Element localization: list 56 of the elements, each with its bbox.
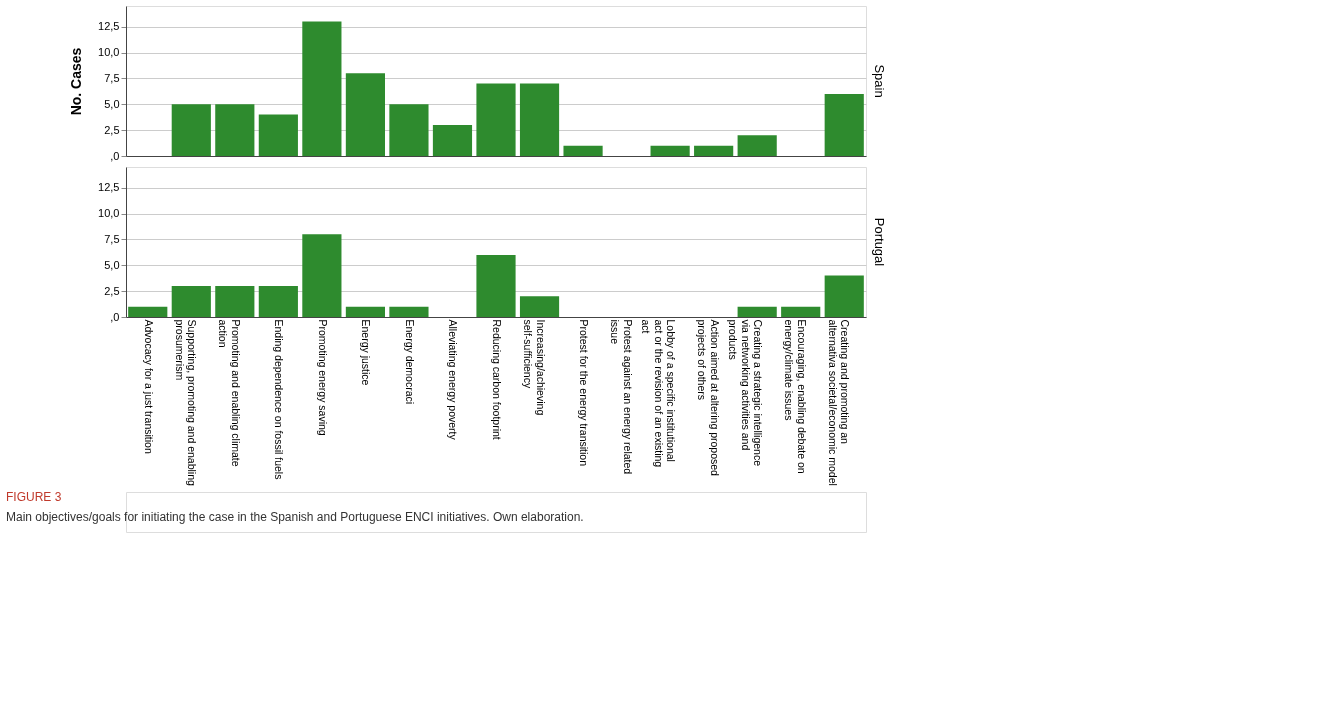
x-tick-label: Supporting, promoting and enabling prosumerism: [173, 319, 199, 487]
bar: [302, 234, 342, 317]
bar: [345, 306, 385, 317]
y-tick-label: 5,0: [104, 258, 120, 271]
y-tick-label: 7,5: [104, 71, 120, 84]
x-tick-label: Lobby of a specific institutional act or the revision of an existing act: [640, 319, 678, 468]
x-tick-label: Energy democraci: [403, 319, 416, 405]
y-tick-label: 10,0: [98, 207, 120, 220]
y-tick-label: 5,0: [104, 97, 120, 110]
bar: [824, 93, 864, 156]
x-tick-label: Ending dependence on fossil fuels: [273, 319, 286, 480]
y-tick-label: 12,5: [98, 20, 120, 33]
x-tick-label: Protest against an energy related issue: [609, 319, 634, 475]
bar: [824, 275, 864, 317]
bar: [171, 104, 211, 156]
y-tick-label: 2,5: [104, 284, 120, 297]
text: Main objectives/goals for initiating the case in the Spanish and Portuguese ENCI initiatives. Own elaboration.: [6, 510, 584, 524]
bar: [476, 83, 516, 156]
bar: [737, 135, 777, 156]
y-tick-label: ,0: [110, 310, 120, 323]
bar: [389, 104, 429, 156]
text: Spain: [872, 64, 887, 98]
bar: [519, 83, 560, 156]
x-tick-label: Promoting energy saving: [316, 319, 329, 436]
text: Portugal: [872, 217, 887, 267]
bar: [258, 114, 298, 156]
y-tick-label: 2,5: [104, 123, 120, 136]
bar: [781, 306, 821, 317]
bar: [302, 21, 342, 156]
bar: [215, 285, 255, 317]
x-tick-label: Promoting and enabling climate action: [217, 319, 242, 467]
bar: [519, 296, 560, 317]
y-tick-label: 12,5: [98, 181, 120, 194]
bar: [345, 73, 385, 156]
bar: [650, 145, 690, 156]
x-tick-label: Alleviating energy poverty: [447, 319, 460, 441]
x-tick-label: Protest for the energy transition: [578, 319, 591, 467]
caption: FIGURE 3: [6, 490, 62, 504]
bar: [737, 306, 777, 317]
bar: [432, 124, 473, 156]
x-tick-label: Reducing carbon footprint: [491, 319, 503, 440]
bar: [171, 285, 211, 317]
bar: [389, 306, 429, 317]
bar: [476, 254, 516, 317]
y-axis-title: No. Cases: [68, 47, 85, 116]
bar: [128, 306, 168, 317]
y-tick-label: ,0: [110, 149, 120, 162]
y-tick-label: 7,5: [104, 232, 120, 245]
bar: [563, 145, 603, 156]
bar: [694, 145, 734, 156]
x-tick-label: Energy justice: [360, 319, 373, 386]
bar: [258, 285, 298, 317]
x-tick-label: Increasing/achieving self-sufficiency: [522, 319, 547, 416]
y-tick-label: 10,0: [98, 46, 120, 59]
x-tick-label: Advocacy for a just transition: [142, 319, 155, 454]
bar: [215, 104, 255, 156]
